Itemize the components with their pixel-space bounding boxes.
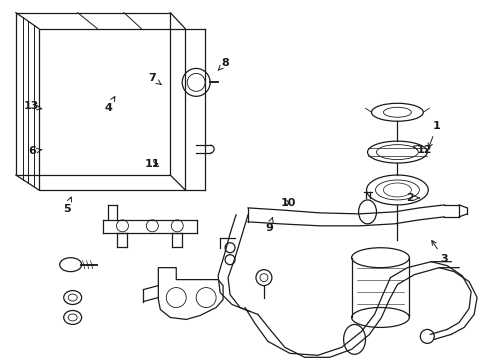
Text: 9: 9: [264, 217, 273, 233]
Text: 3: 3: [431, 240, 447, 264]
Text: 6: 6: [29, 146, 42, 156]
Text: 13: 13: [23, 102, 41, 112]
Text: 10: 10: [280, 198, 295, 208]
Text: 2: 2: [406, 193, 419, 203]
Text: 5: 5: [63, 197, 72, 214]
Text: 1: 1: [427, 121, 440, 148]
Text: 4: 4: [104, 97, 115, 113]
Text: 11: 11: [144, 159, 160, 169]
Text: 12: 12: [413, 144, 431, 154]
Text: 7: 7: [148, 73, 161, 85]
Text: 8: 8: [218, 58, 228, 70]
